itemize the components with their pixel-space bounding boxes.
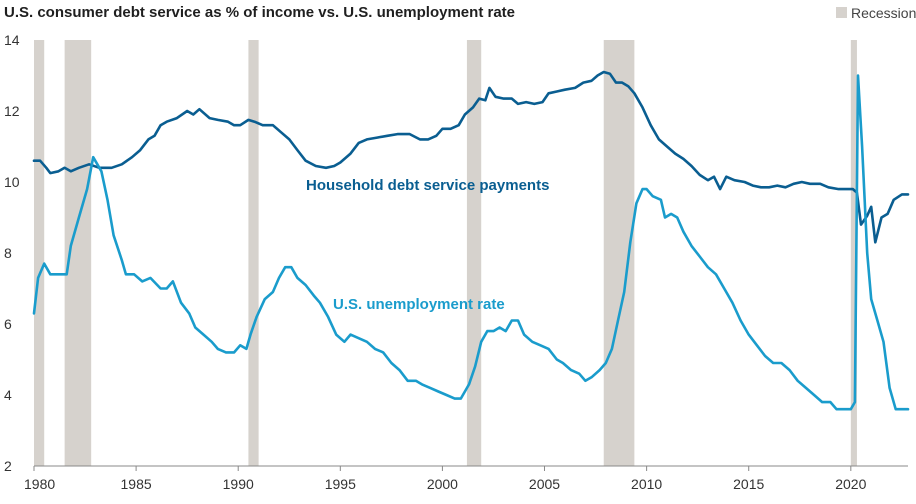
x-tick-label: 2010 [631,476,662,492]
y-tick-label: 6 [4,316,12,332]
recession-bands [34,40,857,466]
x-tick-label: 1995 [325,476,356,492]
chart-title: U.S. consumer debt service as % of incom… [4,4,515,21]
series-unemployment: U.S. unemployment rate [32,74,910,411]
recession-band-2 [248,40,259,466]
unemployment-line [32,74,910,411]
unemployment-label: U.S. unemployment rate [333,296,505,313]
x-tick-label: 1985 [121,476,152,492]
y-axis: 2 4 6 8 10 12 14 [4,32,20,474]
recession-band-0 [34,40,45,466]
y-tick-label: 12 [4,103,20,119]
x-tick-label: 2020 [835,476,866,492]
recession-band-5 [850,40,857,466]
x-tick-label: 2000 [427,476,458,492]
legend: Recession [836,5,916,21]
y-tick-label: 4 [4,387,12,403]
x-axis: 1980 1985 1990 1995 2000 2005 2010 2015 2020 [24,465,908,492]
debt-service-line [32,70,910,244]
x-tick-label: 1980 [24,476,55,492]
y-tick-label: 8 [4,245,12,261]
x-tick-label: 2015 [733,476,764,492]
legend-recession-swatch [836,7,847,18]
y-tick-label: 10 [4,174,20,190]
x-tick-label: 2005 [529,476,560,492]
y-tick-label: 14 [4,32,20,48]
debt-service-label: Household debt service payments [306,177,549,194]
x-tick-label: 1990 [223,476,254,492]
y-tick-label: 2 [4,458,12,474]
legend-recession-label: Recession [851,5,916,21]
series-debt-service: Household debt service payments [32,70,910,244]
